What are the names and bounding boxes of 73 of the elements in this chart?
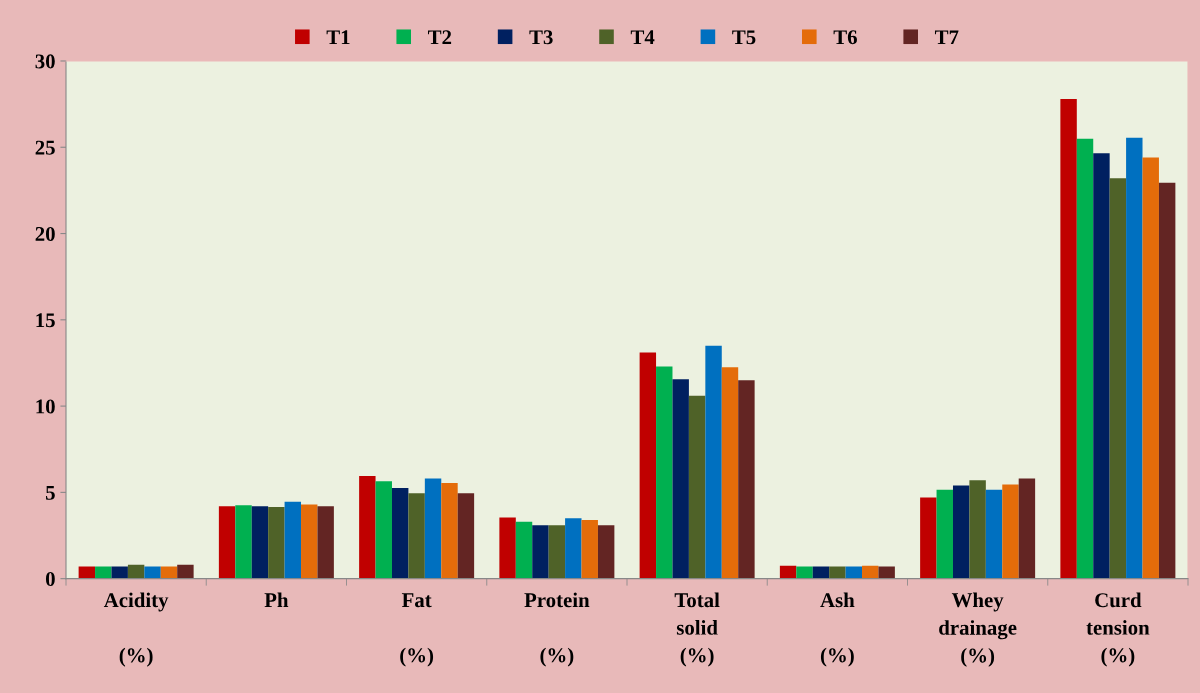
bar (936, 489, 953, 579)
x-tick-label: Total solid (%) (674, 592, 720, 667)
bar (235, 505, 252, 579)
legend-label: T3 (529, 30, 553, 45)
bar (920, 497, 937, 579)
bar (301, 504, 318, 579)
legend-label: T7 (934, 30, 959, 45)
bar (796, 566, 813, 579)
bar (738, 380, 755, 579)
bar (952, 485, 970, 579)
category-label: Protein (%) (524, 592, 590, 667)
bar (829, 566, 846, 579)
x-tick-label: Whey drainage (%) (939, 592, 1017, 667)
category-label: Acidity (%) (103, 592, 169, 667)
bar (499, 517, 516, 579)
y-tick-label: 5 (46, 485, 55, 500)
bar (548, 525, 566, 579)
bar (1093, 153, 1110, 579)
legend-label: T5 (732, 30, 756, 45)
y-tick-label: 20 (35, 226, 55, 241)
y-tick-label: 0 (45, 572, 55, 587)
bar (1076, 138, 1094, 579)
bar (1109, 178, 1127, 579)
bar (581, 519, 598, 579)
bar (515, 521, 533, 579)
bar (1018, 478, 1036, 579)
bar (985, 489, 1003, 579)
x-tick-label: Ph (264, 592, 289, 607)
bar (1126, 137, 1143, 579)
bar (424, 478, 442, 579)
bar (457, 493, 475, 579)
bar (127, 564, 145, 579)
bar (251, 506, 269, 579)
category-label: Ash (%) (820, 592, 855, 667)
bar (862, 565, 879, 579)
bar (359, 475, 376, 579)
bar (565, 518, 582, 579)
bar (532, 525, 549, 579)
bar (375, 481, 392, 579)
bar (705, 345, 722, 579)
legend-label: T1 (326, 30, 350, 45)
bar (688, 395, 706, 579)
bar (218, 506, 236, 579)
bar (317, 506, 334, 579)
x-tick-label: Curd tension (%) (1086, 592, 1150, 667)
bar (268, 507, 285, 579)
bar (672, 379, 689, 579)
bar (721, 367, 739, 579)
bar (639, 352, 657, 579)
bar (177, 564, 194, 579)
y-tick-label: 10 (36, 399, 55, 414)
bar (1002, 484, 1019, 579)
bar (656, 366, 673, 579)
bar (111, 566, 128, 579)
bar (391, 488, 409, 579)
y-tick-label: 15 (36, 313, 55, 328)
bar (878, 566, 895, 579)
legend-label: T6 (833, 30, 857, 45)
y-tick-label: 25 (35, 140, 55, 155)
category-label: Fat (%) (400, 593, 434, 667)
bar (441, 482, 458, 579)
bar (408, 493, 425, 579)
legend-label: T4 (630, 30, 655, 45)
bar (144, 566, 161, 579)
bar (779, 565, 797, 579)
bar (1142, 157, 1159, 579)
legend-label: T2 (428, 30, 452, 45)
bar (969, 480, 986, 579)
bar (597, 525, 615, 579)
bar (1158, 182, 1176, 579)
y-tick-label: 30 (35, 54, 55, 69)
bar (1060, 98, 1077, 579)
bar (284, 501, 302, 579)
